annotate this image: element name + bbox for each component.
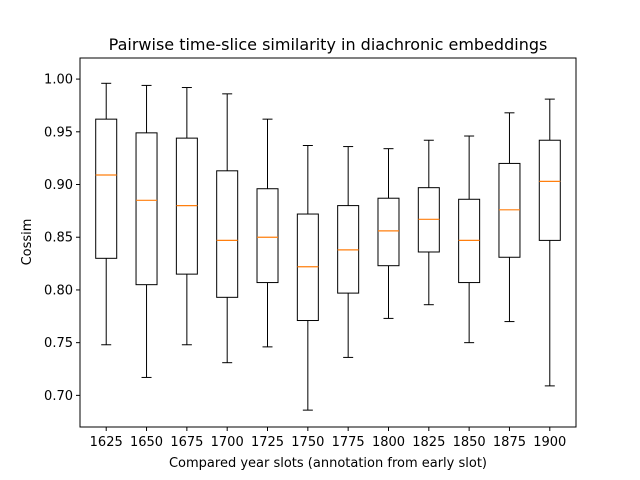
y-tick-label: 0.75 [44, 336, 73, 351]
x-tick-label: 1900 [533, 435, 566, 450]
x-tick-label: 1875 [493, 435, 526, 450]
x-tick-label: 1825 [412, 435, 445, 450]
iqr-box [95, 118, 118, 259]
x-tick-label: 1675 [170, 435, 203, 450]
box-1675 [175, 87, 198, 346]
plot-area-frame [79, 57, 577, 428]
x-axis: 1625 1650 1675 1700 1725 1750 1775 1800 1825 1850… [90, 427, 566, 450]
box-1625 [95, 82, 118, 346]
x-tick-label: 1750 [291, 435, 324, 450]
box-1650 [135, 84, 158, 378]
box-1850 [458, 135, 481, 344]
iqr-box [256, 188, 279, 284]
box-1775 [337, 146, 360, 358]
y-tick-label: 1.00 [44, 73, 73, 88]
y-tick-label: 0.80 [44, 283, 73, 298]
iqr-box [538, 139, 561, 241]
box-1700 [216, 93, 239, 364]
x-tick-label: 1650 [130, 435, 163, 450]
box-1825 [417, 139, 440, 306]
y-tick-label: 0.95 [44, 125, 73, 140]
y-tick-label: 0.90 [44, 178, 73, 193]
box-1725 [256, 118, 279, 348]
y-axis: 0.70 0.75 0.80 0.85 0.90 0.95 1.00 [44, 73, 80, 404]
box-1800 [377, 148, 400, 319]
x-tick-label: 1725 [251, 435, 284, 450]
x-tick-label: 1700 [211, 435, 244, 450]
iqr-box [377, 197, 400, 267]
x-axis-title: Compared year slots (annotation from ear… [169, 456, 487, 471]
y-axis-title: Cossim [20, 219, 35, 266]
box-1900 [538, 98, 561, 387]
x-tick-label: 1775 [332, 435, 365, 450]
x-tick-label: 1625 [90, 435, 123, 450]
iqr-box [216, 170, 239, 298]
iqr-box [135, 132, 158, 286]
box-1875 [498, 112, 521, 323]
y-tick-label: 0.70 [44, 389, 73, 404]
y-tick-label: 0.85 [44, 231, 73, 246]
boxes-group [95, 82, 561, 411]
x-tick-label: 1800 [372, 435, 405, 450]
x-tick-label: 1850 [453, 435, 486, 450]
box-1750 [296, 145, 319, 411]
chart-title: Pairwise time-slice similarity in diachr… [109, 35, 548, 54]
